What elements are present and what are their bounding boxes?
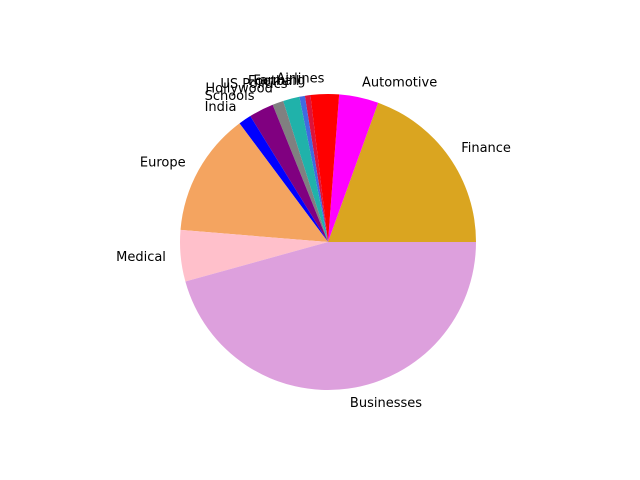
pie-slice-india (239, 116, 328, 242)
pie-label-farming: Farming (253, 73, 305, 88)
pie-slice-automotive (328, 94, 379, 242)
pie-slice-hollywood (272, 100, 328, 242)
pie-slice-europe (180, 123, 328, 242)
pie-label-football: Football (248, 74, 299, 89)
pie-label-airlines: Airlines (276, 72, 324, 87)
pie-label-india: India (205, 100, 237, 115)
pie-slices (180, 94, 477, 391)
pie-label-businesses: Businesses (350, 396, 422, 411)
pie-label-medical: Medical (116, 250, 166, 265)
pie-slice-football (299, 95, 328, 242)
pie-slice-schools (250, 104, 328, 242)
pie-slice-medical (180, 229, 328, 282)
pie-label-finance: Finance (461, 141, 511, 156)
pie-slice-airlines (310, 94, 340, 243)
pie-slice-finance (328, 102, 477, 242)
pie-label-europe: Europe (140, 156, 186, 171)
pie-labels: Finance Automotive AirlinesFarmingFootball… (116, 72, 511, 411)
pie-label-us-politics: US Politics (220, 77, 287, 92)
pie-label-automotive: Automotive (362, 75, 437, 90)
pie-label-schools: Schools (205, 89, 255, 104)
pie-slice-us-politics (283, 96, 328, 242)
pie-slice-businesses (185, 242, 476, 391)
pie-slice-farming (304, 95, 328, 242)
pie-label-hollywood: Hollywood (205, 81, 272, 96)
